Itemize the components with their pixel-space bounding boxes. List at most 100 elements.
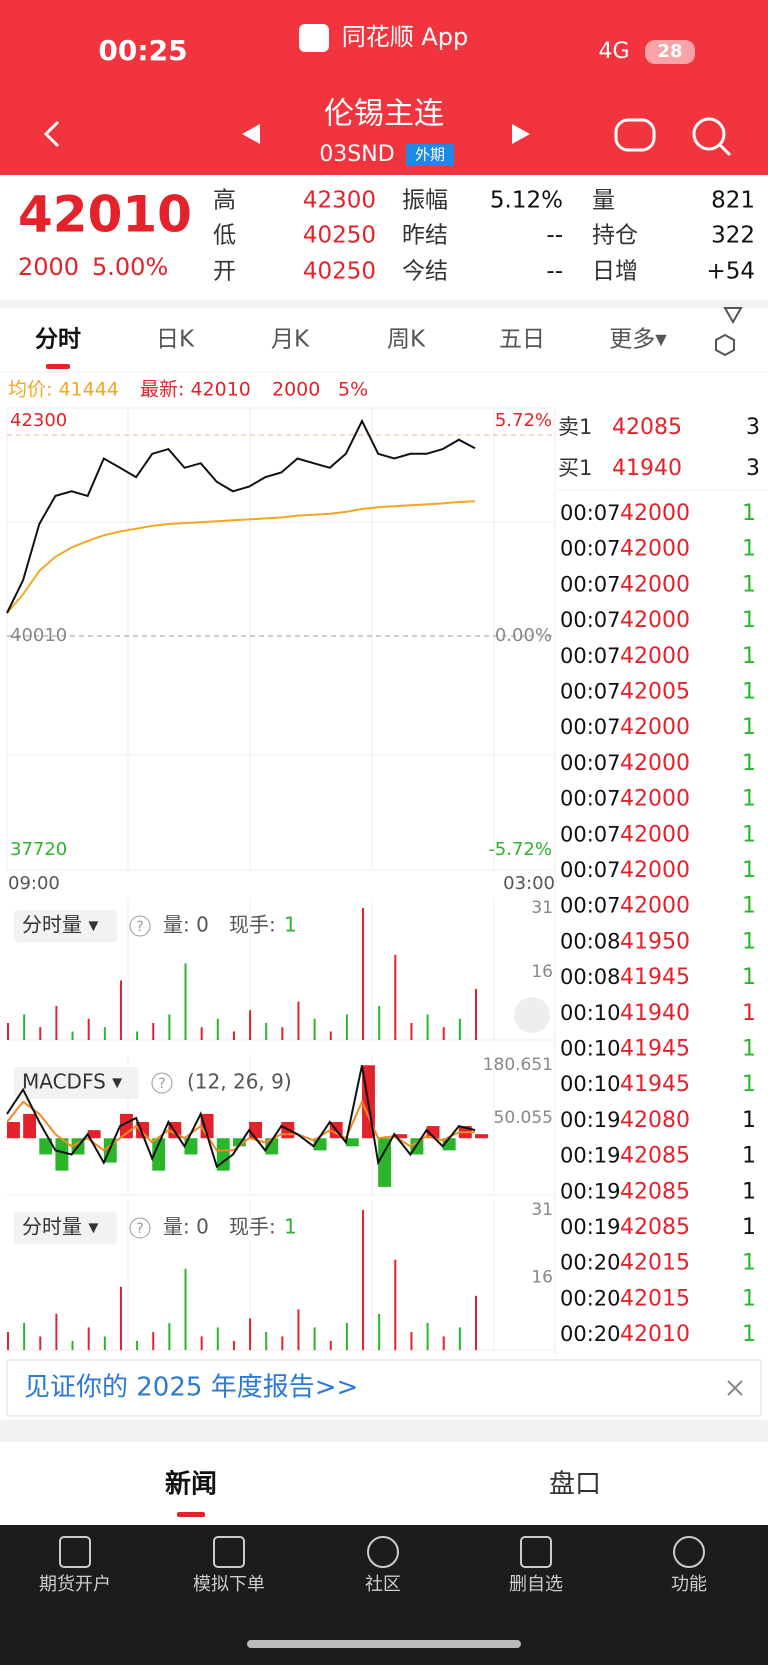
price-line	[6, 500, 476, 614]
volume-bar	[362, 1210, 365, 1350]
macd-bar	[152, 1138, 166, 1171]
trade-price: 42005	[620, 680, 690, 705]
prev-button[interactable]	[242, 124, 260, 144]
trade-qty: 1	[742, 1322, 756, 1347]
volume-bar	[475, 988, 477, 1040]
panel-title[interactable]: MACDFS ▾	[22, 1070, 122, 1094]
trade-qty: 1	[742, 751, 756, 776]
bottom-tab[interactable]: 盘口	[549, 1470, 601, 1500]
nav-label[interactable]: 功能	[671, 1574, 707, 1595]
volume-bar	[152, 1022, 155, 1040]
panel-selector[interactable]	[14, 1067, 139, 1099]
banner-text[interactable]: 见证你的 2025 年度报告>>	[24, 1373, 358, 1403]
buy-qty: 3	[746, 456, 760, 481]
trade-qty: 1	[742, 715, 756, 740]
nav-icon[interactable]	[520, 1536, 552, 1568]
stat-value: 40250	[303, 223, 376, 249]
trade-time: 00:07	[560, 572, 621, 596]
stat-value: --	[546, 259, 563, 285]
panel-selector[interactable]	[14, 910, 117, 942]
nav-label[interactable]: 删自选	[509, 1574, 563, 1595]
stat-label: 高	[213, 188, 236, 214]
back-button[interactable]	[43, 120, 60, 148]
nav-icon[interactable]	[59, 1536, 91, 1568]
tab[interactable]: 周K	[387, 327, 426, 353]
volume-bar	[297, 1001, 300, 1040]
trade-time: 00:10	[560, 1072, 621, 1096]
volume-bar	[55, 1313, 58, 1350]
help: ?	[158, 1076, 165, 1092]
nav-icon[interactable]	[213, 1536, 245, 1568]
volume-bar	[103, 1027, 106, 1040]
banner-box[interactable]	[6, 1359, 762, 1417]
search-icon[interactable]	[692, 117, 726, 151]
trade-time: 00:20	[560, 1286, 621, 1310]
volume-bar	[119, 1286, 122, 1350]
volume-bar	[265, 1022, 268, 1040]
title: 伦锡主连	[324, 97, 444, 132]
volume-bar	[249, 1318, 252, 1350]
next-button[interactable]	[512, 124, 530, 144]
volume-bar	[394, 1259, 397, 1350]
stat-label: 持仓	[592, 223, 638, 249]
latest-change: 2000	[272, 379, 320, 401]
nav-icon[interactable]	[367, 1536, 399, 1568]
trade-price: 42085	[620, 1215, 690, 1240]
nav-label[interactable]: 模拟下单	[193, 1574, 265, 1595]
trade-qty: 1	[742, 1215, 756, 1240]
y-tick-label: 16	[531, 1268, 553, 1288]
app-name: 同花顺 App	[342, 23, 469, 51]
tab[interactable]: 五日	[499, 327, 545, 353]
badge: 外期	[415, 146, 445, 164]
stat-value: +54	[706, 259, 755, 285]
trade-qty: 1	[742, 929, 756, 954]
volume-bar	[313, 1018, 316, 1040]
robot-icon[interactable]	[614, 118, 656, 152]
panel-title[interactable]: 分时量 ▾	[22, 913, 98, 937]
tab[interactable]: 分时	[35, 327, 81, 353]
settings-icon[interactable]	[715, 307, 743, 357]
panel-selector[interactable]	[14, 1212, 117, 1244]
battery-level: 28	[657, 41, 682, 62]
help: ?	[136, 1221, 143, 1237]
trade-price: 41945	[620, 1072, 690, 1097]
price: 42010	[18, 186, 192, 244]
vol-label: 量: 0	[163, 913, 209, 937]
volume-bar	[87, 1018, 90, 1040]
bottom-tab[interactable]: 新闻	[165, 1469, 217, 1500]
trade-price: 41945	[620, 965, 690, 990]
app-icon	[299, 24, 329, 52]
tab[interactable]: 更多▾	[609, 327, 667, 353]
stat-value: 322	[711, 223, 755, 249]
x-label: 09:00	[8, 873, 60, 894]
volume-bar	[119, 980, 122, 1040]
volume-bar	[136, 1340, 139, 1350]
latest-pct: 5%	[338, 379, 368, 401]
trade-qty: 1	[742, 1179, 756, 1204]
stat-label: 量	[592, 188, 615, 214]
nav-icon[interactable]	[673, 1536, 705, 1568]
trade-price: 42000	[620, 822, 690, 847]
stat-label: 今结	[402, 259, 448, 285]
trade-qty: 1	[742, 572, 756, 597]
panel-title[interactable]: 分时量 ▾	[22, 1215, 98, 1239]
nav-label[interactable]: 社区	[365, 1574, 401, 1595]
macd-bar	[55, 1138, 69, 1171]
volume-bar	[23, 1322, 26, 1350]
close-icon[interactable]	[727, 1380, 743, 1396]
volume-bar	[329, 1031, 332, 1040]
expand-button[interactable]	[514, 997, 550, 1033]
tab[interactable]: 月K	[271, 327, 310, 353]
nav-label[interactable]: 期货开户	[39, 1574, 111, 1595]
search-handle	[718, 143, 732, 157]
trade-time: 00:10	[560, 1037, 621, 1061]
volume-bar	[362, 908, 365, 1040]
y-label: 0.00%	[495, 625, 552, 646]
volume-bar	[168, 1322, 171, 1350]
trade-qty: 1	[742, 787, 756, 812]
macd-params: (12, 26, 9)	[187, 1070, 292, 1094]
volume-bar	[87, 1327, 90, 1350]
tab[interactable]: 日K	[156, 327, 195, 353]
trade-time: 00:19	[560, 1108, 621, 1132]
trade-qty: 1	[742, 894, 756, 919]
